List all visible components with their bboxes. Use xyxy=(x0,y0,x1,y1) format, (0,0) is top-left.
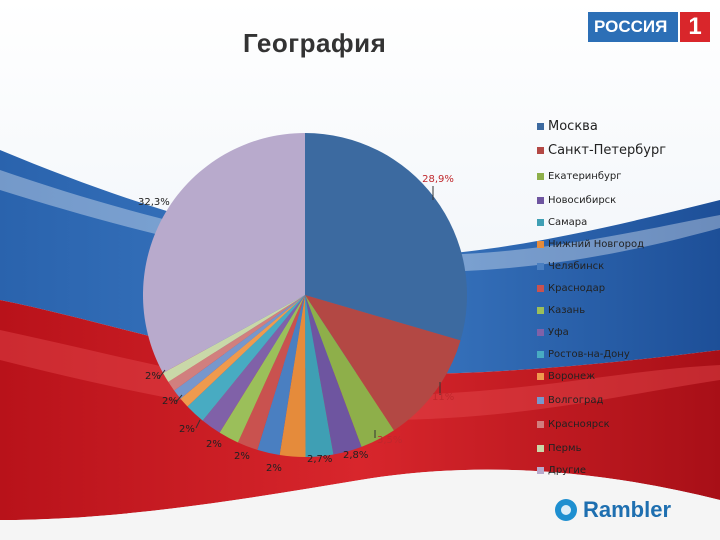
legend-item: Самара xyxy=(537,214,587,230)
legend-swatch xyxy=(537,350,544,358)
legend-label: Екатеринбург xyxy=(548,170,622,182)
pie-slice xyxy=(219,295,305,443)
data-label: 2% xyxy=(162,396,178,407)
legend-label: Воронеж xyxy=(548,370,596,382)
pie-slice xyxy=(305,295,461,431)
legend-swatch xyxy=(537,240,544,248)
leader-line xyxy=(175,394,183,403)
logo-box xyxy=(588,12,678,42)
legend-label: Челябинск xyxy=(548,260,605,272)
legend-label: Уфа xyxy=(548,326,569,338)
pie-slice xyxy=(305,295,334,457)
pie-slice xyxy=(237,295,305,450)
rambler-logo: Rambler xyxy=(555,496,671,524)
channel-logo: РОССИЯ 1 xyxy=(588,12,710,42)
legend-swatch xyxy=(537,466,544,474)
leader-line xyxy=(158,369,166,379)
slide-title: География xyxy=(243,28,387,58)
legend-label: Краснодар xyxy=(548,282,606,294)
legend-item: Другие xyxy=(537,462,586,478)
legend-item: Краснодар xyxy=(537,280,605,296)
data-label: 2,7% xyxy=(307,454,332,465)
pie-slice xyxy=(305,133,467,341)
legend-item: Пермь xyxy=(537,440,581,456)
pie-slice xyxy=(305,295,394,447)
legend-swatch xyxy=(537,172,544,180)
legend-label: Санкт-Петербург xyxy=(548,142,667,158)
legend-swatch xyxy=(537,218,544,226)
legend-label: Новосибирск xyxy=(548,194,617,206)
legend-item: Санкт-Петербург xyxy=(537,142,666,158)
legend-item: Ростов-на-Дону xyxy=(537,346,630,362)
legend-swatch xyxy=(537,284,544,292)
logo-number: 1 xyxy=(680,12,710,42)
pie-slice xyxy=(163,295,305,382)
legend-item: Красноярск xyxy=(537,416,610,432)
legend-swatch xyxy=(537,262,544,270)
legend-swatch xyxy=(537,396,544,404)
pie-slice xyxy=(142,132,305,373)
data-label: 28,9% xyxy=(422,174,454,185)
rambler-icon xyxy=(555,499,577,521)
legend-item: Новосибирск xyxy=(537,192,616,208)
legend-label: Москва xyxy=(548,118,598,134)
legend-item: Москва xyxy=(537,118,598,134)
logo-text: РОССИЯ xyxy=(594,17,668,36)
legend-label: Красноярск xyxy=(548,418,610,430)
legend-item: Екатеринбург xyxy=(537,168,622,184)
data-label: 2% xyxy=(206,439,222,450)
legend-swatch xyxy=(537,444,544,452)
pie-slice xyxy=(168,295,305,391)
legend-label: Другие xyxy=(548,464,586,476)
data-label: 2% xyxy=(266,463,282,474)
pie-slice xyxy=(279,295,306,458)
data-label: 1% xyxy=(0,0,16,3)
legend-swatch xyxy=(537,146,544,154)
legend-item: Волгоград xyxy=(537,392,603,408)
pie-slice xyxy=(305,295,362,455)
data-label: 1% xyxy=(0,0,16,3)
pie-slice xyxy=(174,295,305,399)
data-label: 3,5% xyxy=(377,435,402,446)
legend-label: Волгоград xyxy=(548,394,604,406)
legend-label: Ростов-на-Дону xyxy=(548,348,630,360)
data-label: 2% xyxy=(234,451,250,462)
legend-label: Пермь xyxy=(548,442,582,454)
pie-slice xyxy=(180,295,305,407)
pie-slice xyxy=(257,295,305,455)
legend-label: Нижний Новгород xyxy=(548,238,645,250)
legend-swatch xyxy=(537,196,544,204)
pie-slice xyxy=(187,295,305,421)
rambler-text: Rambler xyxy=(583,497,672,522)
legend-swatch xyxy=(537,328,544,336)
legend-label: Самара xyxy=(548,216,588,228)
legend-swatch xyxy=(537,306,544,314)
data-label: 32,3% xyxy=(138,197,170,208)
legend-item: Воронеж xyxy=(537,368,595,384)
legend-label: Казань xyxy=(548,304,586,316)
legend-swatch xyxy=(537,420,544,428)
data-label: 2% xyxy=(179,424,195,435)
legend-item: Уфа xyxy=(537,324,569,340)
legend-item: Челябинск xyxy=(537,258,604,274)
legend-swatch xyxy=(537,122,544,130)
pie-slice xyxy=(202,295,305,433)
legend-swatch xyxy=(537,372,544,380)
legend-item: Казань xyxy=(537,302,585,318)
data-label: 11% xyxy=(432,392,454,403)
data-label: 2,8% xyxy=(343,450,368,461)
data-label: 2% xyxy=(145,371,161,382)
leader-line xyxy=(195,419,201,429)
legend-item: Нижний Новгород xyxy=(537,236,644,252)
